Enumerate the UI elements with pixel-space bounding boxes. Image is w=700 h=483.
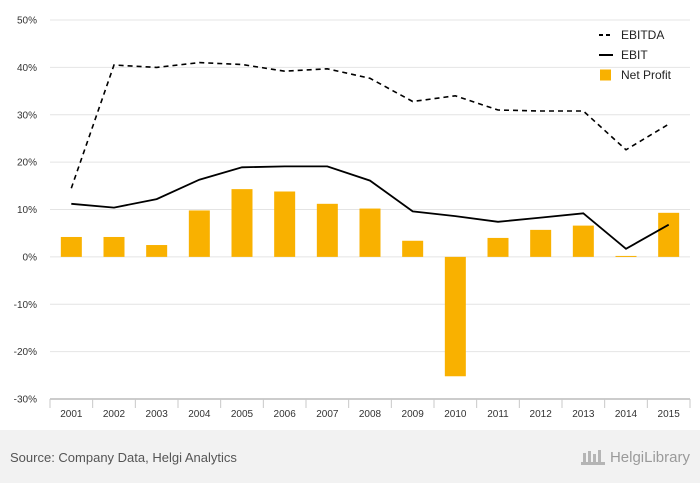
net-profit-bar — [316, 203, 338, 257]
x-tick-label: 2010 — [444, 409, 467, 420]
x-tick-label: 2002 — [103, 409, 126, 420]
x-tick-label: 2009 — [402, 409, 425, 420]
x-tick-label: 2011 — [487, 409, 509, 420]
net-profit-bar — [274, 191, 296, 257]
net-profit-bar — [231, 189, 253, 257]
source-note: Source: Company Data, Helgi Analytics — [10, 450, 237, 465]
legend-label: EBITDA — [621, 28, 664, 42]
net-profit-bar — [530, 229, 552, 257]
y-tick-label: 40% — [17, 63, 37, 74]
net-profit-bar — [359, 208, 381, 257]
y-tick-label: 30% — [17, 110, 37, 121]
y-axis: 50% 40% 30% 20% 10% 0% -10% -20% -30% — [14, 16, 37, 406]
legend-label: EBIT — [621, 48, 648, 62]
y-tick-label: 10% — [17, 205, 37, 216]
brand-logo: HelgiLibrary — [580, 448, 690, 466]
chart: 50%40%30%20%10%0%-10%-20%-30% 2001 2002 20… — [14, 16, 691, 420]
net-profit-bar — [487, 237, 509, 257]
x-tick-label: 2012 — [530, 409, 553, 420]
ebit-line — [71, 165, 670, 250]
net-profit-bar — [615, 255, 637, 257]
footer: Source: Company Data, Helgi Analytics He… — [0, 430, 700, 483]
x-tick-label: 2013 — [572, 409, 595, 420]
x-axis: 2001 2002 2003 2004 2005 2006 2007 2008 2009 2010… — [49, 399, 691, 420]
y-tick-label: 50% — [17, 16, 37, 27]
x-tick-label: 2001 — [60, 409, 83, 420]
x-tick-label: 2015 — [658, 409, 681, 420]
net-profit-bar — [658, 212, 680, 257]
series-lines — [70, 61, 670, 250]
y-tick-label: -10% — [14, 300, 37, 311]
x-tick-label: 2008 — [359, 409, 382, 420]
x-tick-label: 2004 — [188, 409, 211, 420]
legend-swatch — [600, 69, 611, 81]
net-profit-bar — [572, 225, 594, 257]
brand-name: HelgiLibrary — [609, 448, 690, 466]
net-profit-bar — [188, 210, 210, 257]
net-profit-bar — [146, 245, 168, 257]
y-tick-label: -20% — [14, 347, 37, 358]
x-tick-label: 2006 — [274, 409, 297, 420]
net-profit-bar — [444, 256, 466, 377]
net-profit-bar — [60, 236, 82, 257]
y-tick-label: -30% — [14, 395, 37, 406]
ebitda-line — [70, 61, 670, 189]
x-tick-label: 2005 — [231, 409, 254, 420]
y-tick-label: 0% — [23, 252, 38, 263]
legend-label: Net Profit — [621, 68, 672, 82]
net-profit-bar — [103, 236, 125, 257]
x-tick-label: 2014 — [615, 409, 638, 420]
library-icon — [580, 450, 605, 465]
x-tick-label: 2003 — [146, 409, 169, 420]
legend: EBITDA EBIT Net Profit — [599, 28, 672, 82]
y-tick-label: 20% — [17, 158, 37, 169]
net-profit-bar — [402, 240, 424, 257]
x-tick-label: 2007 — [316, 409, 339, 420]
net-profit-bars — [60, 189, 680, 377]
